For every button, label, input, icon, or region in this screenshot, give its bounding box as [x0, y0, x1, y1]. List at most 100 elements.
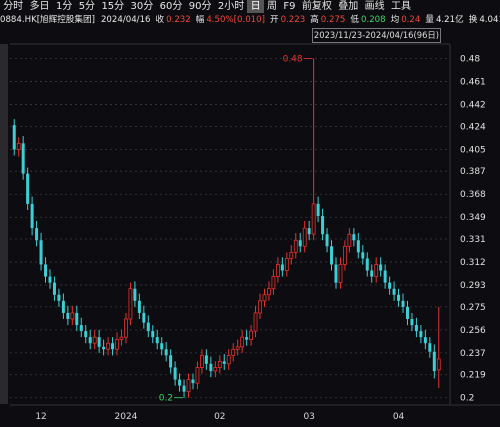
toolbar-button[interactable]: 30分	[130, 1, 154, 12]
quote-value: 0.275	[320, 15, 346, 25]
stock-code: 0884.HK[旭辉控股集团]	[0, 15, 95, 25]
toolbar-button[interactable]: F9	[283, 1, 296, 12]
candle-body	[169, 355, 173, 368]
quote-label: 高	[310, 15, 319, 25]
candle-body	[142, 312, 146, 323]
candle-body	[275, 264, 280, 277]
candle-body	[88, 337, 92, 344]
candle-body	[204, 355, 208, 364]
side-strip	[0, 44, 8, 404]
y-tick-label: 0.219	[460, 371, 486, 381]
candle-body	[401, 300, 405, 307]
candle-body	[200, 354, 204, 368]
toolbar-button[interactable]: 工具	[391, 1, 411, 12]
candle-body	[293, 239, 298, 253]
candle-body	[298, 240, 302, 247]
candle-body	[338, 264, 343, 284]
candle-body	[102, 346, 106, 350]
candle-body	[213, 367, 218, 372]
candle-body	[280, 264, 284, 271]
candle-body	[133, 288, 137, 301]
candle-body	[146, 322, 150, 332]
candle-body	[222, 361, 226, 364]
x-tick-label: 12	[35, 412, 46, 422]
candle-body	[235, 346, 240, 350]
candle-body	[365, 258, 369, 271]
candle-body	[106, 342, 110, 350]
toolbar-button[interactable]: 60分	[159, 1, 183, 12]
x-tick-label: 02	[214, 412, 225, 422]
candle-body	[79, 325, 83, 332]
candle-body	[182, 385, 186, 392]
toolbar-button[interactable]: 分时	[3, 1, 24, 12]
candle-body	[92, 336, 97, 344]
quote-value: 4.50%[0.010]	[206, 15, 265, 25]
quote-label: 低	[350, 15, 359, 25]
date-range[interactable]: 2023/11/23-2024/04/16(96日)	[312, 28, 441, 43]
candle-body	[347, 233, 352, 247]
toolbar-button[interactable]: 15分	[101, 1, 125, 12]
candle-body	[388, 282, 392, 289]
candle-body	[151, 331, 155, 338]
toolbar-button[interactable]: 5分	[78, 1, 96, 12]
candle-body	[334, 264, 338, 283]
quote-label: 开	[269, 15, 279, 25]
candle-body	[111, 343, 115, 350]
toolbar-button[interactable]: 日	[247, 0, 264, 13]
candle-body	[70, 312, 75, 320]
quote-label: 量	[425, 15, 434, 25]
y-tick-label: 0.312	[460, 258, 486, 268]
annotation: 0.48	[283, 55, 303, 65]
y-tick-label: 0.442	[460, 101, 486, 111]
candle-body	[311, 203, 316, 235]
toolbar-button[interactable]: 多日	[29, 1, 50, 12]
candle-body	[66, 312, 70, 319]
candle-body	[352, 234, 356, 241]
toolbar-button[interactable]: 叠加	[338, 1, 359, 12]
annotation: 0.2	[159, 394, 173, 404]
y-tick-label: 0.349	[460, 213, 486, 223]
toolbar-button[interactable]: 前复权	[301, 1, 332, 12]
candle-body	[436, 358, 441, 371]
toolbar-button[interactable]: 周	[267, 1, 277, 12]
candle-body	[173, 367, 177, 380]
y-tick-label: 0.2	[460, 394, 474, 404]
quote-label: 均	[390, 15, 400, 25]
toolbar-button[interactable]: 1分	[55, 1, 73, 12]
x-tick-label: 04	[393, 412, 405, 422]
candle-body	[26, 173, 30, 204]
candle-body	[414, 325, 418, 332]
candle-body	[258, 300, 262, 314]
candle-body	[284, 258, 289, 271]
quote-value: 4.21亿	[435, 15, 464, 25]
candle-body	[253, 312, 258, 332]
candle-body	[52, 282, 56, 295]
candle-body	[231, 348, 236, 356]
candle-body	[48, 276, 52, 283]
toolbar-button[interactable]: 画线	[364, 1, 385, 12]
quote-value: 0.223	[280, 15, 306, 25]
candle-body	[240, 336, 245, 348]
toolbar-button[interactable]: 2小时	[217, 1, 245, 12]
candle-body	[330, 246, 334, 265]
candle-body	[419, 331, 423, 338]
candle-body	[128, 288, 133, 320]
candle-body	[325, 234, 329, 247]
toolbar-button[interactable]: 90分	[188, 1, 212, 12]
candle-body	[84, 331, 88, 338]
y-tick-label: 0.256	[460, 326, 486, 336]
y-tick-label: 0.424	[460, 122, 486, 132]
candle-body	[316, 203, 320, 217]
candle-body	[356, 240, 360, 253]
candle-body	[249, 330, 253, 340]
candle-body	[30, 203, 34, 229]
candle-body	[21, 143, 25, 174]
quote-label: 收	[155, 15, 165, 25]
candle-body	[160, 343, 164, 350]
candle-body	[289, 251, 294, 259]
quote-label: 换	[468, 15, 478, 25]
quote-value: 4.041%	[479, 15, 500, 25]
candle-body	[137, 300, 141, 313]
